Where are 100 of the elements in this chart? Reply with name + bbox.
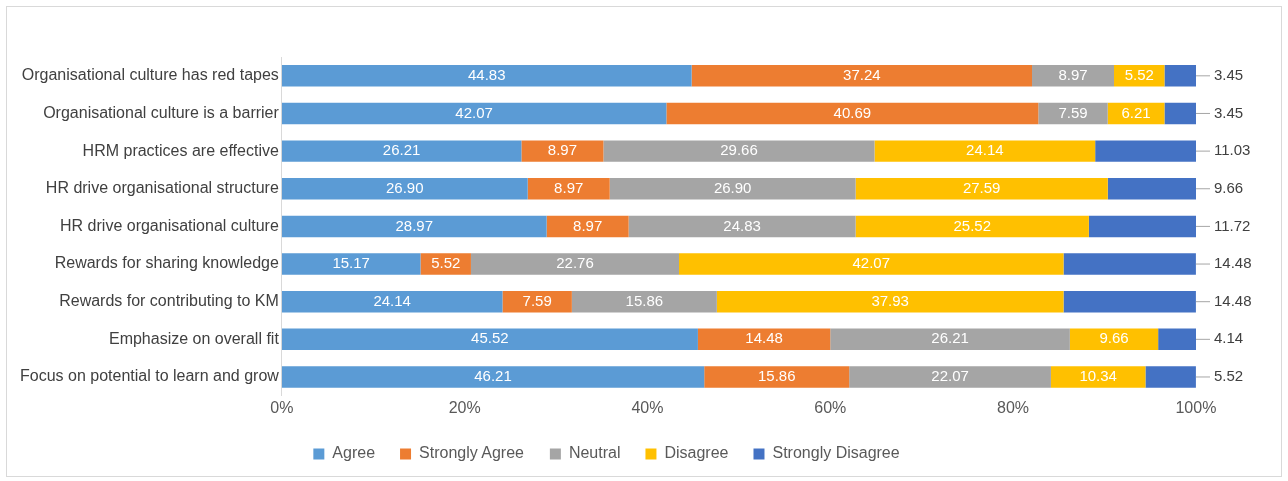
data-label: 29.66 <box>720 141 758 159</box>
bar <box>603 140 875 162</box>
data-label: 7.59 <box>1058 103 1088 121</box>
data-label: 5.52 <box>1214 367 1244 385</box>
bar <box>281 366 705 388</box>
bar <box>1088 215 1196 238</box>
legend-label: Agree <box>332 444 376 462</box>
x-tick-label: 80% <box>997 398 1030 416</box>
y-tick-label: Rewards for sharing knowledge <box>54 254 279 272</box>
data-label: 24.14 <box>373 291 411 309</box>
data-label: 7.59 <box>522 291 552 309</box>
legend-label: Strongly Disagree <box>772 444 900 462</box>
data-label: 9.66 <box>1214 178 1244 196</box>
data-label: 22.07 <box>931 367 969 385</box>
data-label: 46.21 <box>474 367 512 385</box>
x-tick-label: 60% <box>814 398 847 416</box>
data-label: 8.97 <box>1058 65 1088 83</box>
bar <box>571 290 717 313</box>
data-label: 26.21 <box>382 141 421 159</box>
bar <box>1107 178 1196 200</box>
y-tick-label: Emphasize on overall fit <box>108 329 280 347</box>
bar <box>1032 65 1115 87</box>
y-tick-label: Focus on potential to learn and grow <box>20 367 280 385</box>
data-label: 11.03 <box>1214 141 1251 159</box>
x-tick-label: 0% <box>270 398 294 416</box>
data-label: 22.76 <box>556 254 594 272</box>
bar <box>691 65 1033 87</box>
data-label: 15.17 <box>332 254 370 272</box>
data-label: 45.52 <box>471 329 509 347</box>
bar <box>281 215 547 238</box>
bar <box>281 328 698 351</box>
bar <box>830 328 1070 351</box>
data-label: 37.24 <box>843 65 881 83</box>
bar <box>281 178 528 200</box>
data-label: 10.34 <box>1079 367 1117 385</box>
bar <box>470 253 679 275</box>
bar <box>679 253 1064 275</box>
data-label: 14.48 <box>745 329 783 347</box>
bar <box>1164 65 1196 87</box>
y-tick-label: Rewards for contributing to KM <box>59 292 279 310</box>
y-tick-label: HRM practices are effective <box>82 141 279 159</box>
x-tick-label: 100% <box>1175 398 1217 416</box>
data-label: 14.48 <box>1214 291 1252 309</box>
y-tick-label: HR drive organisational culture <box>60 216 279 234</box>
bar <box>1145 366 1196 388</box>
data-label: 11.72 <box>1214 216 1251 234</box>
bar <box>716 290 1064 313</box>
data-label: 42.07 <box>852 254 891 272</box>
legend-label: Disagree <box>664 444 729 462</box>
bar <box>874 140 1096 162</box>
bar <box>281 65 692 87</box>
bar <box>1095 140 1196 162</box>
data-label: 24.83 <box>723 216 761 234</box>
bar <box>281 102 667 125</box>
data-label: 26.90 <box>713 178 752 196</box>
bar <box>855 215 1089 238</box>
y-tick-label: Organisational culture is a barrier <box>43 103 280 121</box>
bar <box>1063 290 1196 313</box>
data-label: 37.93 <box>871 291 909 309</box>
data-label: 8.97 <box>547 141 578 159</box>
bar <box>420 253 471 275</box>
data-label: 8.97 <box>554 178 584 196</box>
data-label: 28.97 <box>395 216 434 234</box>
bar <box>281 253 421 275</box>
y-tick-label: Organisational culture has red tapes <box>21 66 279 84</box>
data-label: 15.86 <box>757 367 796 385</box>
bar <box>521 140 604 162</box>
bar <box>704 366 850 388</box>
legend-label: Strongly Agree <box>419 444 525 462</box>
data-label: 42.07 <box>455 103 493 121</box>
bar <box>1050 366 1146 388</box>
bar <box>281 140 522 162</box>
data-label: 3.45 <box>1214 65 1244 83</box>
data-label: 5.52 <box>431 254 461 272</box>
bar <box>697 328 831 351</box>
bar <box>1164 102 1196 125</box>
bar <box>1038 102 1108 125</box>
data-label: 9.66 <box>1099 329 1129 347</box>
data-label: 26.90 <box>386 178 424 196</box>
bar <box>1158 328 1196 351</box>
data-label: 3.45 <box>1214 103 1244 121</box>
bar <box>855 178 1108 200</box>
legend-label: Neutral <box>568 444 621 462</box>
bar <box>628 215 856 238</box>
data-label: 27.59 <box>962 178 1001 196</box>
data-label: 24.14 <box>966 141 1004 159</box>
data-label: 15.86 <box>625 291 664 309</box>
data-label: 14.48 <box>1214 254 1252 272</box>
bar <box>281 290 503 313</box>
x-tick-label: 20% <box>448 398 481 416</box>
data-label: 25.52 <box>953 216 992 234</box>
data-label: 26.21 <box>931 329 969 347</box>
data-label: 5.52 <box>1124 65 1154 83</box>
x-tick-label: 40% <box>631 398 664 416</box>
y-tick-label: HR drive organisational structure <box>45 179 279 197</box>
data-label: 4.14 <box>1214 329 1244 347</box>
bar <box>849 366 1051 388</box>
bar <box>609 178 856 200</box>
bar <box>1063 253 1196 275</box>
bar <box>666 102 1039 125</box>
